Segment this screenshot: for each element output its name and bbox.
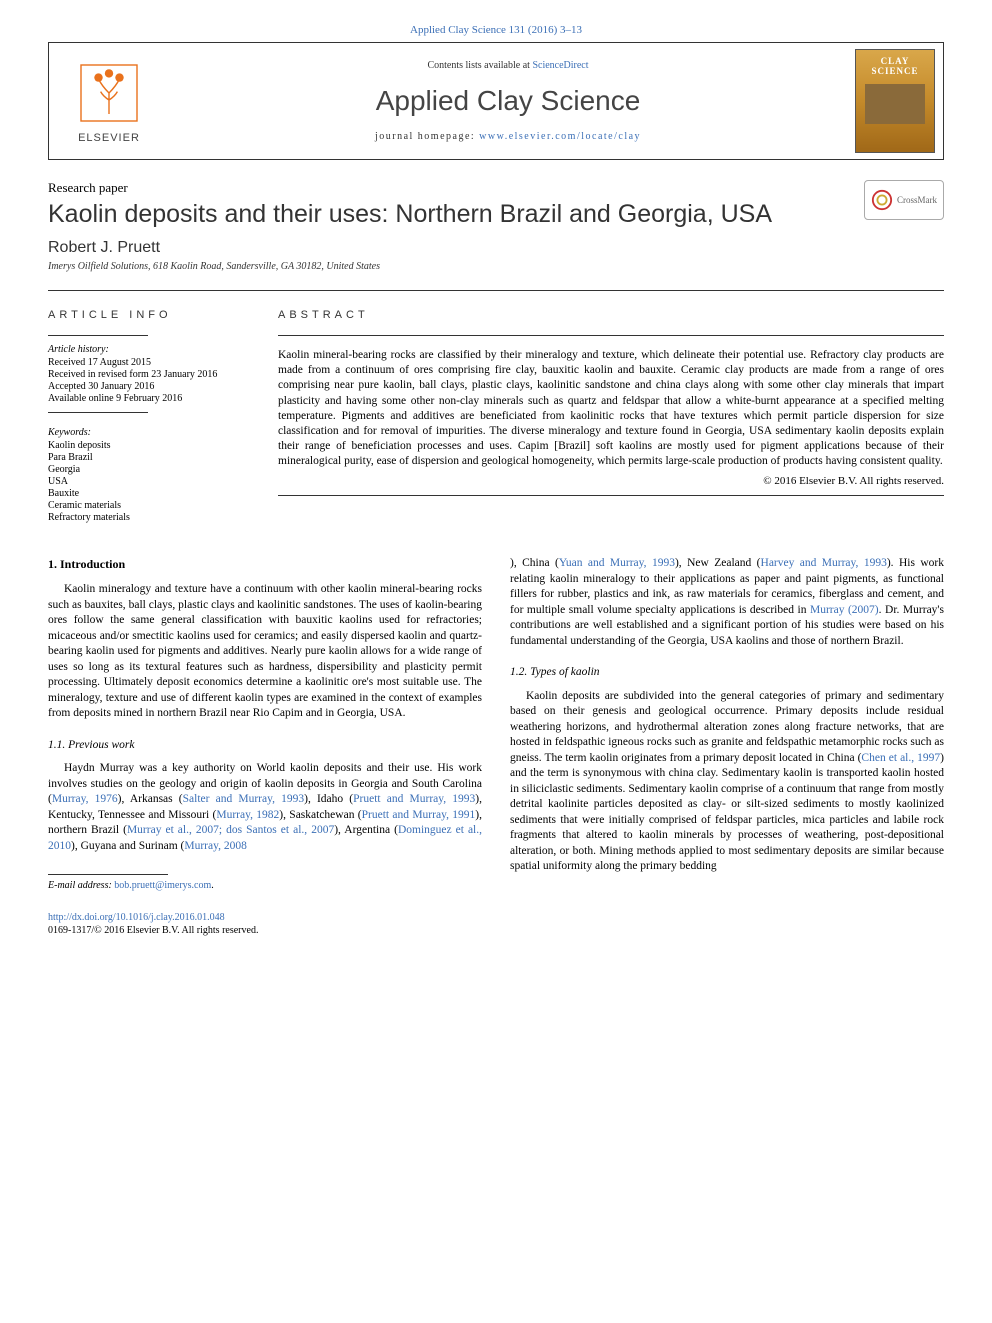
author-name: Robert J. Pruett xyxy=(48,239,944,257)
body-text-fragment: ), Argentina ( xyxy=(334,824,398,836)
abstract-rule-bottom xyxy=(278,495,944,496)
section-1-1-para-1: Haydn Murray was a key authority on Worl… xyxy=(48,761,482,854)
sciencedirect-link[interactable]: ScienceDirect xyxy=(532,60,588,71)
body-text-fragment: ), Arkansas ( xyxy=(118,793,183,805)
paper-title: Kaolin deposits and their uses: Northern… xyxy=(48,200,944,229)
abstract-column: ABSTRACT Kaolin mineral-bearing rocks ar… xyxy=(278,309,944,524)
article-info-column: ARTICLE INFO Article history: Received 1… xyxy=(48,309,278,524)
article-info-label: ARTICLE INFO xyxy=(48,309,254,321)
citation-link[interactable]: Chen et al., 1997 xyxy=(861,752,940,764)
citation-link[interactable]: Murray, 1976 xyxy=(52,793,118,805)
footnote-label: E-mail address: xyxy=(48,880,112,891)
keywords-label: Keywords: xyxy=(48,427,254,438)
footnote-email-link[interactable]: bob.pruett@imerys.com xyxy=(114,880,211,891)
citation-link[interactable]: Murray, 2008 xyxy=(184,840,247,852)
body-text-fragment: ), New Zealand ( xyxy=(675,557,761,569)
journal-header-mid: Contents lists available at ScienceDirec… xyxy=(169,43,847,159)
citation-link[interactable]: Pruett and Murray, 1991 xyxy=(362,809,476,821)
article-info-rule2 xyxy=(48,412,148,413)
article-info-rule xyxy=(48,335,148,336)
body-text-fragment: ), Guyana and Surinam ( xyxy=(71,840,184,852)
meta-abstract-row: ARTICLE INFO Article history: Received 1… xyxy=(48,290,944,524)
keyword-item: Bauxite xyxy=(48,488,254,499)
keyword-item: Para Brazil xyxy=(48,452,254,463)
footnote-rule xyxy=(48,874,168,875)
journal-header-box: ELSEVIER Contents lists available at Sci… xyxy=(48,42,944,160)
citation-link[interactable]: Pruett and Murray, 1993 xyxy=(353,793,475,805)
abstract-text: Kaolin mineral-bearing rocks are classif… xyxy=(278,348,944,469)
body-text-fragment: ) and the term is synonymous with china … xyxy=(510,752,944,873)
abstract-copyright: © 2016 Elsevier B.V. All rights reserved… xyxy=(278,475,944,487)
cover-thumbnail-image xyxy=(865,84,925,124)
section-1-2-para-1: Kaolin deposits are subdivided into the … xyxy=(510,689,944,875)
contents-available-line: Contents lists available at ScienceDirec… xyxy=(427,60,588,71)
elsevier-logo: ELSEVIER xyxy=(64,51,154,151)
section-heading-1: 1. Introduction xyxy=(48,556,482,572)
journal-cover-cell: CLAY SCIENCE xyxy=(847,43,943,159)
cover-title-line1: CLAY xyxy=(881,56,910,66)
body-text-fragment: ), China ( xyxy=(510,557,559,569)
contents-prefix: Contents lists available at xyxy=(427,60,532,71)
section-heading-1-2: 1.2. Types of kaolin xyxy=(510,665,944,681)
keyword-item: Georgia xyxy=(48,464,254,475)
body-column-right: ), China (Yuan and Murray, 1993), New Ze… xyxy=(510,556,944,938)
crossmark-label: CrossMark xyxy=(897,195,937,205)
history-accepted: Accepted 30 January 2016 xyxy=(48,381,254,392)
history-label: Article history: xyxy=(48,344,254,355)
body-text-fragment: ), Idaho ( xyxy=(304,793,353,805)
abstract-label: ABSTRACT xyxy=(278,309,944,321)
section-1-1-para-1-cont: ), China (Yuan and Murray, 1993), New Ze… xyxy=(510,556,944,649)
footnote-email: E-mail address: bob.pruett@imerys.com. xyxy=(48,879,482,893)
crossmark-badge[interactable]: CrossMark xyxy=(864,180,944,220)
citation-link[interactable]: Murray (2007) xyxy=(810,604,879,616)
abstract-rule xyxy=(278,335,944,336)
publisher-name: ELSEVIER xyxy=(78,132,140,144)
journal-title: Applied Clay Science xyxy=(376,85,641,117)
keyword-item: Ceramic materials xyxy=(48,500,254,511)
citation-link[interactable]: Yuan and Murray, 1993 xyxy=(559,557,675,569)
history-revised: Received in revised form 23 January 2016 xyxy=(48,369,254,380)
body-columns: 1. Introduction Kaolin mineralogy and te… xyxy=(48,556,944,938)
citation-link[interactable]: Salter and Murray, 1993 xyxy=(183,793,305,805)
body-column-left: 1. Introduction Kaolin mineralogy and te… xyxy=(48,556,482,938)
doi-block: http://dx.doi.org/10.1016/j.clay.2016.01… xyxy=(48,911,482,938)
history-received: Received 17 August 2015 xyxy=(48,357,254,368)
section-heading-1-1: 1.1. Previous work xyxy=(48,738,482,754)
history-online: Available online 9 February 2016 xyxy=(48,393,254,404)
paper-type-label: Research paper xyxy=(48,180,944,196)
running-header-link[interactable]: Applied Clay Science 131 (2016) 3–13 xyxy=(410,24,582,36)
author-affiliation: Imerys Oilfield Solutions, 618 Kaolin Ro… xyxy=(48,261,944,272)
citation-link[interactable]: Murray, 1982 xyxy=(216,809,279,821)
running-header: Applied Clay Science 131 (2016) 3–13 xyxy=(48,24,944,36)
elsevier-tree-icon xyxy=(74,58,144,128)
body-text-fragment: ), Saskatchewan ( xyxy=(279,809,361,821)
section-1-para-1: Kaolin mineralogy and texture have a con… xyxy=(48,582,482,722)
issn-copyright-line: 0169-1317/© 2016 Elsevier B.V. All right… xyxy=(48,925,258,936)
crossmark-icon xyxy=(871,189,893,211)
journal-homepage-link[interactable]: www.elsevier.com/locate/clay xyxy=(479,131,641,142)
doi-link[interactable]: http://dx.doi.org/10.1016/j.clay.2016.01… xyxy=(48,912,225,923)
citation-link[interactable]: Murray et al., 2007; dos Santos et al., … xyxy=(127,824,334,836)
homepage-prefix: journal homepage: xyxy=(375,131,479,142)
cover-title-line2: SCIENCE xyxy=(871,66,918,76)
journal-homepage-line: journal homepage: www.elsevier.com/locat… xyxy=(375,131,641,142)
publisher-logo-cell: ELSEVIER xyxy=(49,43,169,159)
keyword-item: Refractory materials xyxy=(48,512,254,523)
keyword-item: USA xyxy=(48,476,254,487)
citation-link[interactable]: Harvey and Murray, 1993 xyxy=(761,557,887,569)
journal-cover-thumbnail: CLAY SCIENCE xyxy=(855,49,935,153)
keyword-item: Kaolin deposits xyxy=(48,440,254,451)
